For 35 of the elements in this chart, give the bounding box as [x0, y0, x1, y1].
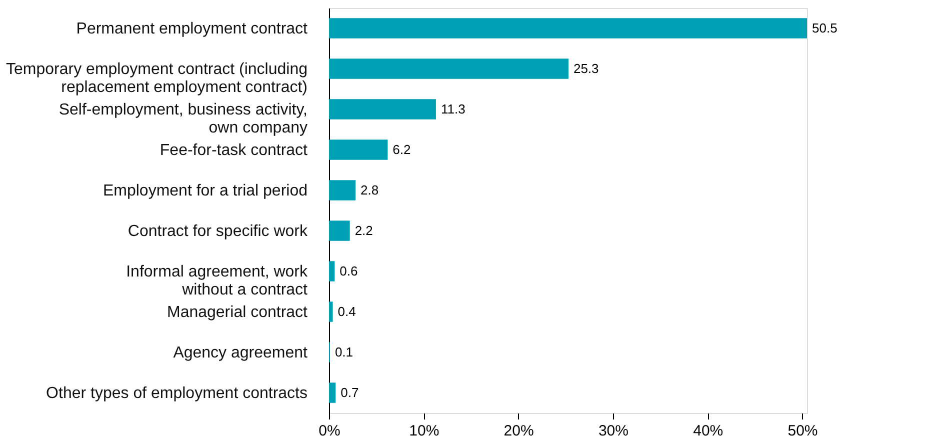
data-label: 50.5: [812, 20, 838, 36]
data-label: 25.3: [573, 60, 599, 76]
y-tick-label: Informal agreement, work without a contract: [126, 263, 308, 298]
bar: [329, 180, 356, 200]
bar: [329, 261, 335, 282]
data-label: 2.2: [354, 222, 373, 238]
bar: [329, 382, 336, 403]
y-tick-label: Employment for a trial period: [102, 182, 308, 200]
data-label: 0.4: [338, 304, 356, 319]
y-tick-label: Temporary employment contract (including replacement employment contract): [6, 60, 308, 96]
data-label: 6.2: [392, 142, 411, 157]
bar: [329, 99, 436, 120]
data-label: 0.6: [340, 263, 358, 278]
y-tick-label: Self-employment, business activity, own company: [58, 101, 308, 136]
data-label: 0.7: [340, 384, 359, 400]
x-tick-label: 20%: [504, 422, 534, 440]
x-tick-label: 0%: [318, 422, 340, 440]
y-tick-label: Fee-for-task contract: [160, 142, 308, 159]
y-tick-label: Permanent employment contract: [76, 20, 308, 38]
y-tick-label: Agency agreement: [173, 344, 308, 362]
bar: [329, 140, 388, 160]
data-label: 11.3: [440, 101, 466, 116]
x-tick-label: 40%: [693, 422, 724, 440]
data-label: 2.8: [360, 182, 379, 198]
bar: [329, 220, 350, 241]
y-tick-label: Managerial contract: [166, 304, 308, 321]
x-tick-label: 50%: [788, 422, 818, 440]
bar: [329, 302, 333, 322]
data-label: 0.1: [334, 344, 354, 360]
y-tick-label: Other types of employment contracts: [46, 384, 308, 402]
x-tick-label: 10%: [409, 422, 440, 440]
bar: [329, 58, 568, 79]
y-tick-label: Contract for specific work: [128, 222, 308, 240]
x-tick-label: 30%: [598, 422, 628, 440]
bar: [329, 18, 807, 38]
